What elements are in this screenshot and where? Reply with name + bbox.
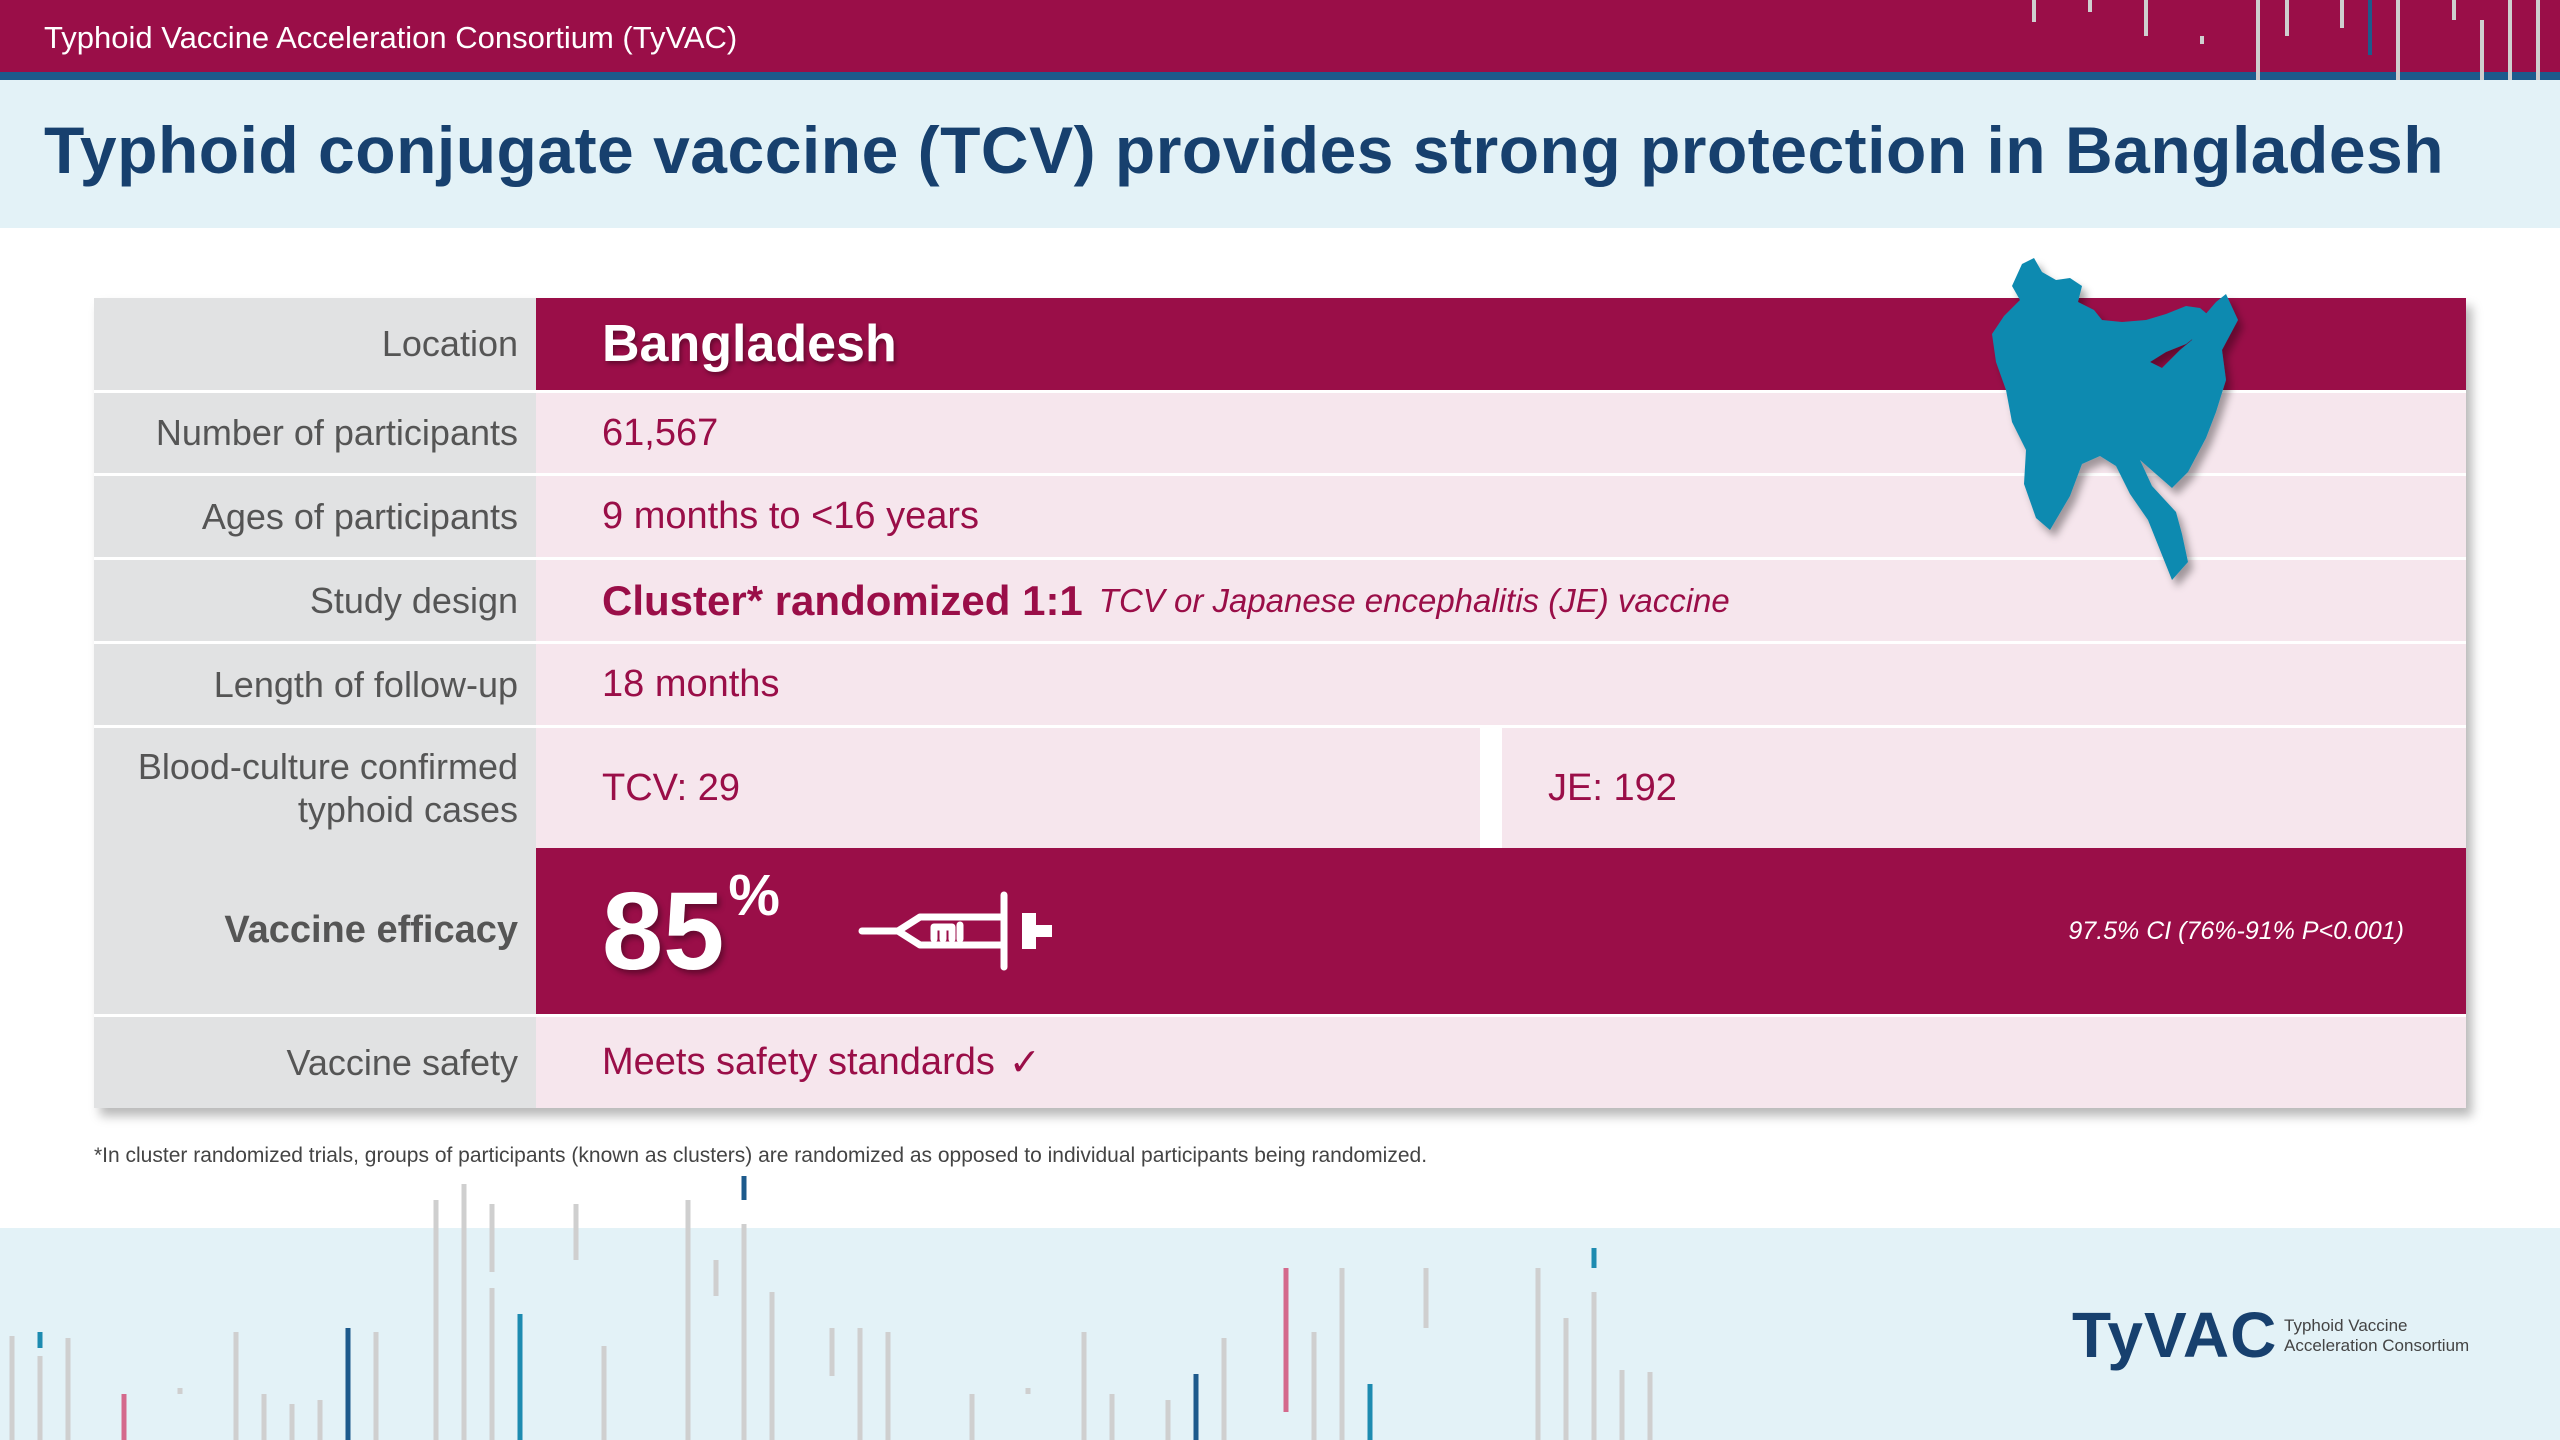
row-label: Ages of participants [94, 476, 536, 557]
tyvac-logo-subtitle: Typhoid Vaccine Acceleration Consortium [2284, 1316, 2469, 1357]
cases-je: JE: 192 [1502, 728, 2466, 848]
efficacy-unit: % [728, 862, 780, 928]
followup-value: 18 months [536, 644, 2466, 725]
row-label: Vaccine safety [94, 1017, 536, 1108]
location-value: Bangladesh [602, 315, 897, 373]
bottom-band [0, 1228, 2560, 1440]
row-design: Study design Cluster* randomized 1:1 TCV… [94, 560, 2466, 641]
design-value-cell: Cluster* randomized 1:1 TCV or Japanese … [536, 560, 2466, 641]
row-followup: Length of follow-up 18 months [94, 644, 2466, 725]
design-detail: TCV or Japanese encephalitis (JE) vaccin… [1098, 581, 1730, 619]
title-band [0, 80, 2560, 228]
row-divider [94, 390, 2466, 393]
safety-value: Meets safety standards [602, 1041, 995, 1083]
cases-tcv: TCV: 29 [536, 728, 1480, 848]
row-label: Location [94, 298, 536, 390]
row-divider [94, 1014, 2466, 1017]
footnote: *In cluster randomized trials, groups of… [94, 1144, 1428, 1167]
row-divider [94, 641, 2466, 644]
safety-value-cell: Meets safety standards ✓ [536, 1017, 2466, 1108]
row-label: Study design [94, 560, 536, 641]
top-bar: Typhoid Vaccine Acceleration Consortium … [0, 0, 2560, 72]
row-cases: Blood-culture confirmed typhoid cases TC… [94, 728, 2466, 848]
bangladesh-map-icon [1992, 258, 2238, 580]
tyvac-logo: TyVAC [2072, 1299, 2278, 1371]
syringe-icon [858, 891, 1052, 971]
study-table: Location Bangladesh Number of participan… [94, 298, 2466, 1108]
row-label: Length of follow-up [94, 644, 536, 725]
efficacy-label: Vaccine efficacy [224, 909, 518, 952]
check-icon: ✓ [1008, 1042, 1041, 1084]
top-bar-divider [0, 72, 2560, 80]
cases-label-line1: Blood-culture confirmed [137, 745, 518, 787]
efficacy-ci: 97.5% CI (76%-91% P<0.001) [2068, 916, 2404, 945]
row-label: Number of participants [94, 393, 536, 473]
logo-subtitle-line1: Typhoid Vaccine [2284, 1316, 2408, 1335]
row-safety: Vaccine safety Meets safety standards ✓ [94, 1017, 2466, 1108]
decorative-bars-bottom-graphic [9, 1176, 1653, 1440]
row-divider [94, 473, 2466, 476]
cell-divider [1500, 728, 1502, 848]
design-value: Cluster* randomized 1:1 [602, 576, 1083, 624]
efficacy-number: 85 [602, 869, 725, 993]
row-efficacy: Vaccine efficacy 85 % 97.5% CI (76%-91% … [94, 848, 2466, 1014]
efficacy-value-cell: 85 % 97.5% CI (76%-91% P<0.001) [536, 848, 2466, 1014]
row-divider [94, 557, 2466, 560]
logo-subtitle-line2: Acceleration Consortium [2284, 1336, 2470, 1356]
row-label: Vaccine efficacy [94, 848, 536, 1014]
cases-label-line2: typhoid cases [297, 789, 518, 830]
row-label: Blood-culture confirmed typhoid cases [94, 728, 536, 848]
consortium-name: Typhoid Vaccine Acceleration Consortium … [44, 20, 738, 55]
page-title: Typhoid conjugate vaccine (TCV) provides… [44, 113, 2445, 187]
row-divider [94, 725, 2466, 728]
